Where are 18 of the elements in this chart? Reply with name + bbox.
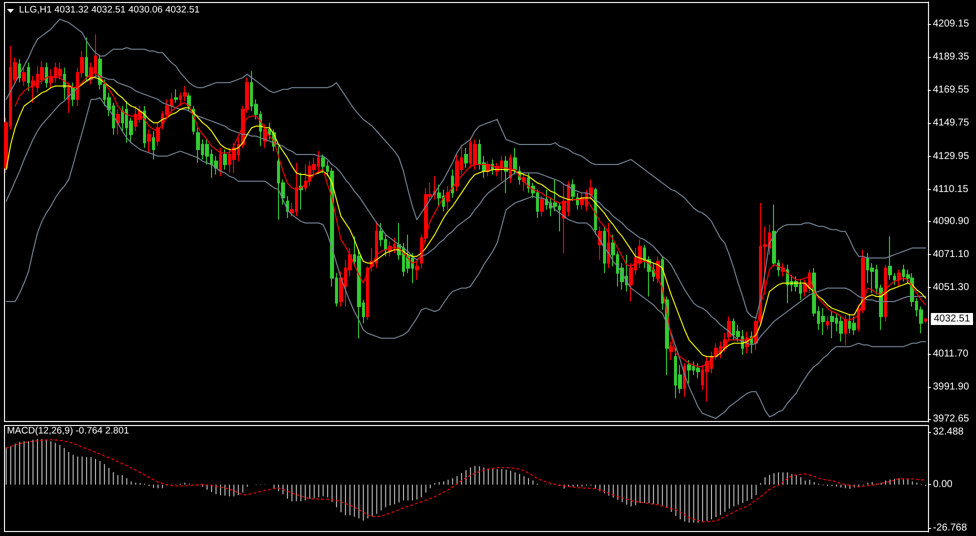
y-tick-label: -26.768 (933, 522, 968, 534)
y-tick-label: 3991.90 (932, 381, 970, 392)
y-tick-label: 4090.90 (932, 216, 970, 227)
y-tick-label: 4169.55 (932, 84, 970, 96)
chart-title: LLG,H1 4031.32 4032.51 4030.06 4032.51 (19, 4, 200, 16)
text: 4032.51 (934, 314, 970, 325)
y-tick-label: 32.488 (933, 426, 964, 438)
y-tick-label: 4129.95 (932, 150, 970, 162)
y-tick-label: 4051.30 (932, 282, 970, 294)
y-tick-label: 4110.15 (932, 184, 969, 195)
y-tick-label: 4071.10 (932, 249, 970, 260)
y-tick-label: 0.00 (933, 479, 953, 490)
y-tick-label: 4149.75 (932, 118, 970, 129)
chart-title: MACD(12,26,9) -0.764 2.801 (7, 426, 129, 436)
y-tick-label: 4209.15 (932, 18, 970, 30)
y-tick-label: 4011.70 (932, 348, 969, 360)
y-tick-label: 4189.35 (932, 52, 970, 63)
y-tick-label: 3972.65 (932, 413, 970, 424)
